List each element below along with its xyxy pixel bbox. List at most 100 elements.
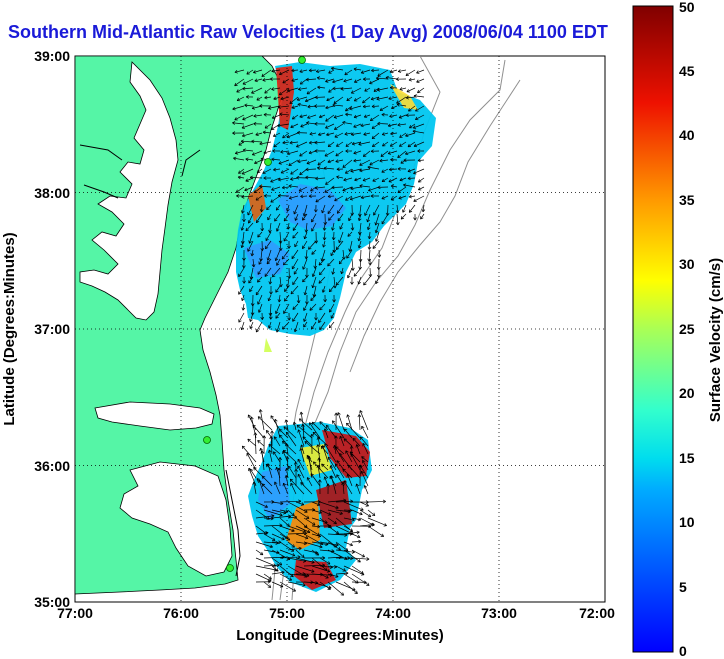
- current-vector: [303, 533, 324, 545]
- current-vector-head: [290, 179, 294, 181]
- current-vector-head: [317, 479, 321, 483]
- current-vector: [270, 436, 273, 455]
- current-vector: [303, 321, 308, 328]
- current-vector-head: [329, 310, 333, 313]
- current-vector-head: [253, 432, 256, 436]
- current-vector: [385, 77, 398, 80]
- current-vector-head: [302, 266, 304, 270]
- current-vector-head: [265, 531, 269, 533]
- current-vector-head: [340, 88, 344, 91]
- current-vector: [368, 240, 371, 250]
- current-vector-head: [379, 160, 383, 163]
- current-vector-head: [405, 153, 409, 156]
- current-vector-head: [412, 129, 416, 132]
- current-vector-head: [300, 504, 304, 506]
- current-vector-head: [397, 189, 400, 193]
- current-vector-head: [345, 150, 349, 153]
- current-vector: [271, 501, 284, 504]
- current-vector-head: [356, 590, 358, 594]
- current-vector-head: [280, 584, 284, 587]
- current-vector-head: [409, 211, 413, 213]
- current-vector-head: [304, 236, 308, 240]
- current-vector-head: [276, 329, 280, 333]
- current-vector-head: [395, 77, 399, 80]
- current-vector: [342, 159, 353, 168]
- current-vector-head: [321, 210, 325, 214]
- current-vector-head: [282, 257, 286, 260]
- x-axis-label: Longitude (Degrees:Minutes): [236, 627, 444, 644]
- current-vector-head: [307, 115, 310, 119]
- current-vector-head: [269, 78, 273, 81]
- current-vector-head: [322, 556, 326, 559]
- current-vector-head: [336, 283, 340, 286]
- current-vector-head: [241, 307, 244, 311]
- current-vector-head: [331, 67, 334, 71]
- current-vector-head: [281, 555, 285, 558]
- current-vector-head: [382, 134, 386, 136]
- x-tick-label: 72:00: [579, 605, 615, 621]
- current-vector-head: [346, 474, 348, 478]
- current-vector: [388, 177, 398, 183]
- current-vector: [391, 105, 398, 109]
- current-vector: [288, 159, 299, 166]
- current-vector-head: [302, 554, 305, 558]
- current-vector: [271, 581, 284, 588]
- current-vector: [259, 409, 265, 431]
- current-vector-head: [300, 448, 304, 451]
- current-vector-head: [348, 218, 352, 222]
- current-vector-head: [327, 161, 331, 164]
- current-vector-head: [313, 294, 317, 297]
- current-vector: [325, 123, 335, 129]
- current-vector-head: [361, 72, 365, 74]
- current-vector: [351, 565, 364, 575]
- current-vector: [292, 222, 299, 231]
- current-vector-head: [316, 71, 320, 74]
- current-vector-head: [296, 99, 300, 102]
- current-vector: [281, 249, 290, 260]
- current-vector-head: [300, 482, 302, 486]
- current-vector-head: [311, 253, 315, 255]
- current-vector-head: [313, 265, 316, 269]
- current-vector: [381, 195, 389, 200]
- current-vector: [291, 105, 299, 109]
- current-vector: [288, 185, 299, 188]
- current-vector-head: [313, 461, 315, 465]
- current-vector: [242, 78, 254, 85]
- current-vector: [295, 557, 315, 563]
- current-vector: [309, 132, 317, 135]
- current-vector: [276, 321, 281, 333]
- current-vector-head: [349, 249, 352, 252]
- current-vector-head: [232, 106, 235, 110]
- current-vector-head: [271, 158, 275, 162]
- current-vector: [300, 195, 308, 197]
- current-vector: [279, 573, 292, 581]
- current-vector: [343, 177, 353, 181]
- current-vector-head: [306, 455, 309, 459]
- current-vector: [347, 267, 353, 279]
- current-vector-head: [341, 482, 344, 486]
- current-vector-field: [232, 66, 426, 596]
- current-vector-head: [361, 425, 365, 428]
- current-vector: [303, 517, 316, 526]
- current-vector-head: [261, 73, 264, 77]
- current-vector: [263, 581, 271, 588]
- current-vector: [379, 105, 389, 111]
- current-vector: [275, 204, 281, 211]
- current-vector: [282, 78, 290, 84]
- current-vector-head: [335, 153, 338, 157]
- current-vector: [278, 177, 290, 181]
- current-vector-head: [308, 246, 310, 250]
- current-vector-head: [349, 510, 353, 513]
- current-vector-head: [376, 97, 380, 100]
- current-vector-head: [408, 108, 410, 112]
- current-vector: [313, 461, 329, 479]
- current-vector: [354, 78, 362, 83]
- current-vector-head: [340, 87, 344, 90]
- current-vector-head: [325, 567, 328, 571]
- current-vector-head: [403, 159, 407, 163]
- current-vector-head: [287, 209, 290, 212]
- current-vector-head: [271, 515, 275, 518]
- river: [79, 144, 123, 161]
- current-vector: [330, 475, 337, 495]
- current-vector: [271, 565, 279, 572]
